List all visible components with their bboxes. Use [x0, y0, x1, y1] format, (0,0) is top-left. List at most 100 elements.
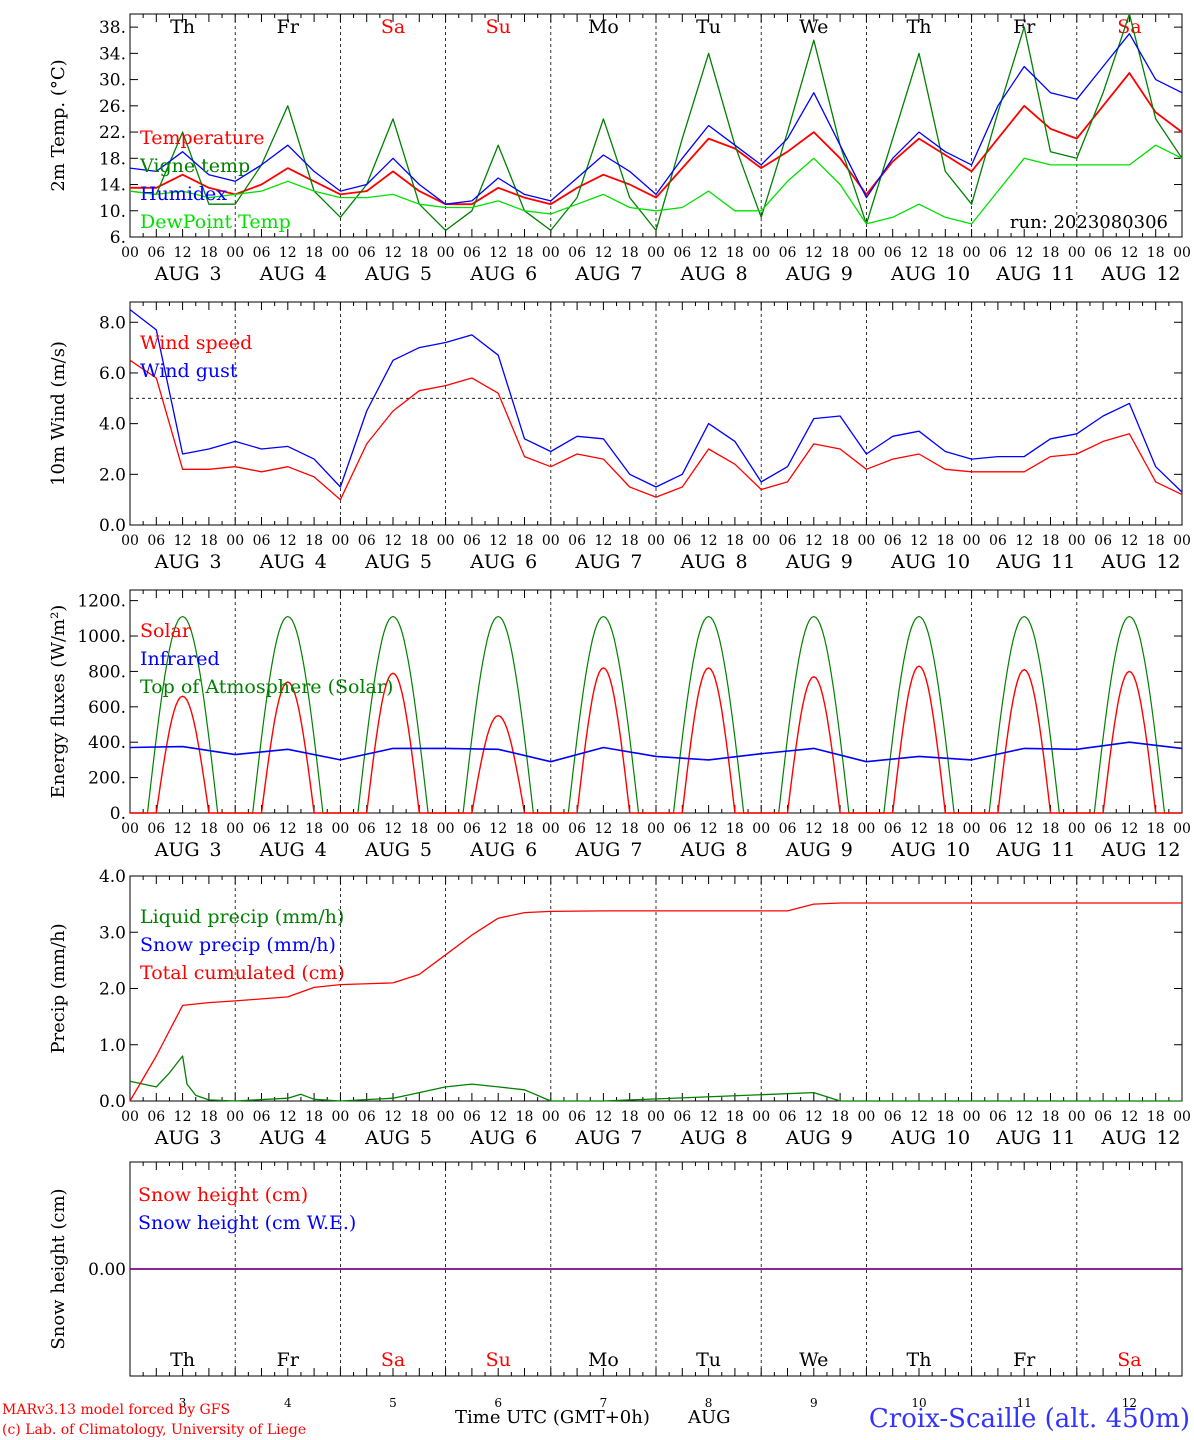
legend-entry: Snow height (cm)	[138, 1184, 308, 1206]
x-hour-label: 06	[147, 533, 165, 549]
x-hour-label: 18	[726, 245, 744, 261]
x-hour-label: 00	[121, 821, 139, 837]
series-dewpoint-temp	[129, 144, 1183, 225]
legend-entry: Humidex	[140, 183, 227, 205]
x-hour-label: 00	[331, 1109, 349, 1125]
x-hour-label: 06	[1094, 821, 1112, 837]
x-date-month: AUG	[574, 839, 620, 861]
x-date-label: AUG 8	[680, 263, 748, 285]
x-day-number: 5	[389, 1396, 397, 1410]
x-date-month: AUG	[1100, 263, 1146, 285]
x-date-label: AUG 6	[469, 839, 537, 861]
x-date-label: AUG 9	[785, 263, 853, 285]
x-date-month: AUG	[995, 551, 1041, 573]
x-date-month: AUG	[469, 263, 515, 285]
x-hour-label: 06	[989, 245, 1007, 261]
y-tick-label: 1000.	[77, 627, 126, 647]
x-date-month: AUG	[364, 263, 410, 285]
x-hour-label: 00	[647, 1109, 665, 1125]
x-hour-label: 12	[174, 821, 192, 837]
x-hour-label: 00	[963, 821, 981, 837]
x-date-month: AUG	[890, 551, 936, 573]
x-hour-label: 12	[700, 245, 718, 261]
x-hour-label: 00	[963, 533, 981, 549]
x-date-month: AUG	[364, 551, 410, 573]
x-hour-label: 18	[621, 245, 639, 261]
x-date-label: AUG 3	[154, 263, 222, 285]
x-hour-label: 00	[1068, 821, 1086, 837]
x-hour-label: 00	[542, 533, 560, 549]
x-hour-label: 00	[121, 1109, 139, 1125]
y-tick-label: 2.0	[99, 980, 126, 1000]
x-hour-label: 06	[1094, 533, 1112, 549]
panel-frame	[129, 301, 1183, 526]
x-date-day: 8	[736, 263, 748, 285]
x-date-label: AUG 12	[1100, 551, 1180, 573]
x-date-month: AUG	[680, 839, 726, 861]
x-date-label: AUG 9	[785, 551, 853, 573]
legend-entry: Wind gust	[140, 360, 238, 382]
x-date-day: 12	[1156, 839, 1180, 861]
x-hour-label: 18	[936, 533, 954, 549]
x-date-day: 10	[946, 263, 970, 285]
x-date-month: AUG	[364, 839, 410, 861]
x-hour-label: 00	[542, 245, 560, 261]
x-hour-label: 00	[1173, 1109, 1191, 1125]
x-hour-label: 12	[279, 245, 297, 261]
x-date-label: AUG 11	[995, 1127, 1075, 1149]
x-date-month: AUG	[1100, 551, 1146, 573]
legend-entry: Vigne temp	[139, 155, 250, 177]
x-hour-label: 12	[1120, 1109, 1138, 1125]
x-hour-label: 00	[857, 533, 875, 549]
x-hour-label: 18	[516, 821, 534, 837]
x-hour-label: 00	[437, 1109, 455, 1125]
x-date-label: AUG 4	[259, 1127, 327, 1149]
panel-2: 0.0 2.0 4.0 6.0 8.0 10m Wind (m/s) 00 06 12 18 00 0…	[48, 301, 1191, 573]
x-hour-label: 12	[1120, 533, 1138, 549]
x-hour-label: 12	[594, 821, 612, 837]
y-tick-label: 14.	[99, 176, 126, 196]
x-hour-label: 12	[1120, 821, 1138, 837]
x-date-label: AUG 11	[995, 551, 1075, 573]
x-date-label: AUG 7	[574, 263, 642, 285]
y-tick-label: 1200.	[77, 592, 126, 612]
x-date-month: AUG	[1100, 839, 1146, 861]
x-hour-label: 00	[752, 245, 770, 261]
x-hour-label: 18	[200, 533, 218, 549]
y-tick-label: 2.0	[99, 465, 126, 485]
y-axis-label: 10m Wind (m/s)	[48, 341, 69, 486]
x-date-day: 6	[525, 263, 537, 285]
x-hour-label: 18	[305, 821, 323, 837]
x-hour-label: 00	[647, 821, 665, 837]
x-date-day: 3	[210, 551, 222, 573]
x-date-day: 4	[315, 839, 327, 861]
x-date-day: 3	[210, 1127, 222, 1149]
x-hour-label: 18	[1042, 533, 1060, 549]
x-date-month: AUG	[995, 839, 1041, 861]
x-hour-label: 06	[568, 1109, 586, 1125]
x-hour-label: 18	[305, 1109, 323, 1125]
panel-frame	[129, 589, 1183, 814]
x-hour-label: 00	[963, 245, 981, 261]
panel-5: 0.00 Snow height (cm) 3 4 5 6 7 8 9 10 11 12 Th Fr Sa S…	[48, 1161, 1183, 1410]
x-date-month: AUG	[364, 1127, 410, 1149]
x-date-day: 8	[736, 1127, 748, 1149]
x-hour-label: 18	[1042, 245, 1060, 261]
credit-line-2: (c) Lab. of Climatology, University of L…	[2, 1422, 306, 1438]
x-day-number: 10	[911, 1396, 926, 1410]
series-liquid-precip-mm-h	[129, 1055, 1182, 1102]
legend-entry: Top of Atmosphere (Solar)	[140, 676, 393, 698]
x-hour-label: 00	[1173, 821, 1191, 837]
x-hour-label: 06	[1094, 245, 1112, 261]
x-hour-label: 06	[568, 821, 586, 837]
x-hour-label: 12	[910, 533, 928, 549]
panel-3: 0. 200. 400. 600. 800. 1000. 1200. Energy fluxe…	[48, 589, 1191, 861]
credit-line-1: MARv3.13 model forced by GFS	[2, 1402, 230, 1418]
series-infrared	[129, 741, 1183, 763]
x-hour-label: 18	[831, 245, 849, 261]
x-hour-label: 00	[857, 245, 875, 261]
x-hour-label: 06	[673, 533, 691, 549]
x-date-label: AUG 7	[574, 551, 642, 573]
x-hour-label: 06	[463, 245, 481, 261]
x-date-label: AUG 5	[364, 1127, 432, 1149]
